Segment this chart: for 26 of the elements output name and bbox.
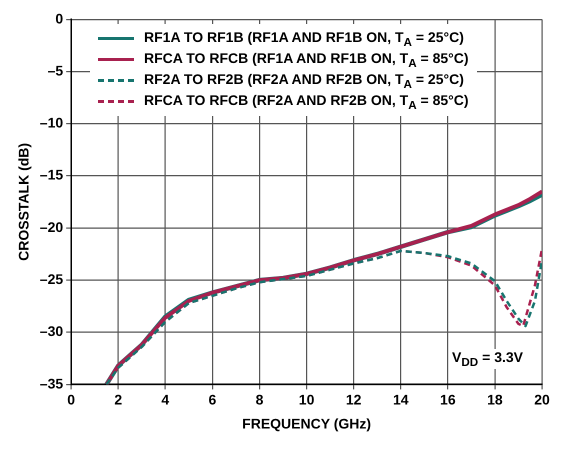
y-tick-label: –15 — [40, 166, 64, 183]
x-tick-label: 2 — [114, 392, 122, 408]
x-axis-title: FREQUENCY (GHz) — [242, 415, 372, 432]
x-tick-label: 8 — [256, 392, 264, 408]
x-tick-label: 12 — [346, 392, 362, 408]
legend-label: RFCA TO RFCB (RF2A AND RF2B ON, T$_{A}$ = 85°C) — [144, 92, 469, 112]
y-tick-label: –25 — [40, 270, 64, 287]
legend-label: RF1A TO RF1B (RF1A AND RF1B ON, T$_{A}$ = 25°C) — [144, 28, 464, 48]
y-tick-label: –5 — [48, 62, 64, 78]
legend-label: RF2A TO RF2B (RF2A AND RF2B ON, T$_{A}$ = 25°C) — [144, 70, 464, 90]
x-tick-label: 4 — [161, 392, 170, 408]
legend-label: RFCA TO RFCB (RF1A AND RF1B ON, T$_{A}$ = 85°C) — [144, 50, 469, 70]
x-tick-label: 10 — [298, 392, 315, 408]
x-tick-label: 0 — [67, 392, 76, 408]
y-tick-label: –20 — [40, 218, 64, 235]
y-tick-label: 0 — [55, 10, 64, 26]
y-tick-label: –30 — [40, 323, 64, 340]
x-tick-label: 18 — [487, 392, 503, 408]
annotation: V$_{DD}$ = 3.3V — [449, 349, 526, 369]
y-tick-label: –10 — [40, 114, 64, 131]
x-tick-label: 14 — [392, 392, 409, 408]
x-tick-label: 20 — [534, 392, 550, 408]
y-tick-label: –35 — [40, 375, 64, 392]
x-tick-label: 6 — [208, 392, 217, 408]
y-axis-title: CROSSTALK (dB) — [15, 142, 32, 261]
x-tick-label: 16 — [440, 392, 456, 408]
